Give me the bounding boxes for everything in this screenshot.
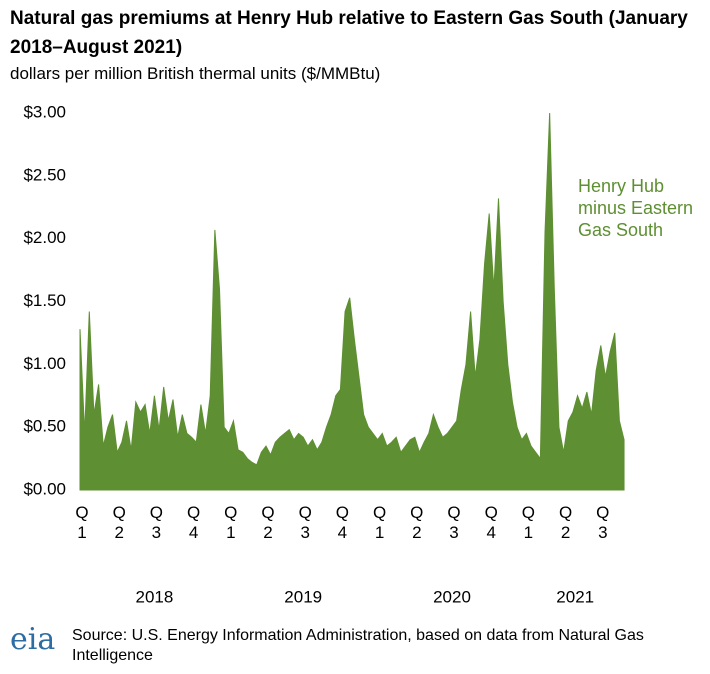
x-tick-label: Q 1 — [224, 503, 238, 542]
x-tick-label: Q 1 — [75, 503, 89, 542]
area — [79, 112, 625, 491]
y-tick-label: $2.50 — [23, 165, 66, 184]
y-tick-label: $1.50 — [23, 291, 66, 310]
y-tick-label: $0.00 — [23, 479, 66, 498]
logo: eia — [10, 622, 56, 657]
chart-subtitle: dollars per million British thermal unit… — [10, 64, 381, 83]
x-tick-label: Q 2 — [112, 503, 126, 542]
y-tick-label: $1.00 — [23, 354, 66, 373]
year-label: 2021 — [556, 587, 594, 606]
x-tick-label: Q 3 — [298, 503, 312, 542]
x-tick-label: Q 1 — [521, 503, 535, 542]
x-tick-label: Q 3 — [149, 503, 163, 542]
annotation: Henry Hub minus Eastern Gas South — [578, 176, 694, 240]
year-label: 2018 — [135, 587, 173, 606]
x-tick-label: Q 3 — [596, 503, 610, 542]
x-tick-label: Q 2 — [410, 503, 424, 542]
x-tick-label: Q 3 — [447, 503, 461, 542]
x-tick-label: Q 4 — [186, 503, 201, 542]
year-label: 2020 — [433, 587, 471, 606]
chart-title: Natural gas premiums at Henry Hub relati… — [10, 8, 688, 58]
x-tick-label: Q 4 — [484, 503, 498, 542]
y-tick-label: $2.00 — [23, 228, 66, 247]
x-tick-label: Q 4 — [335, 503, 349, 542]
x-tick-label: Q 2 — [558, 503, 573, 542]
y-tick-label: $3.00 — [23, 102, 66, 121]
x-tick-label: Q 1 — [372, 503, 387, 542]
y-tick-label: $0.50 — [23, 417, 66, 436]
x-tick-label: Q 2 — [261, 503, 275, 542]
source: Source: U.S. Energy Information Administ… — [72, 627, 644, 664]
year-label: 2019 — [284, 587, 322, 606]
